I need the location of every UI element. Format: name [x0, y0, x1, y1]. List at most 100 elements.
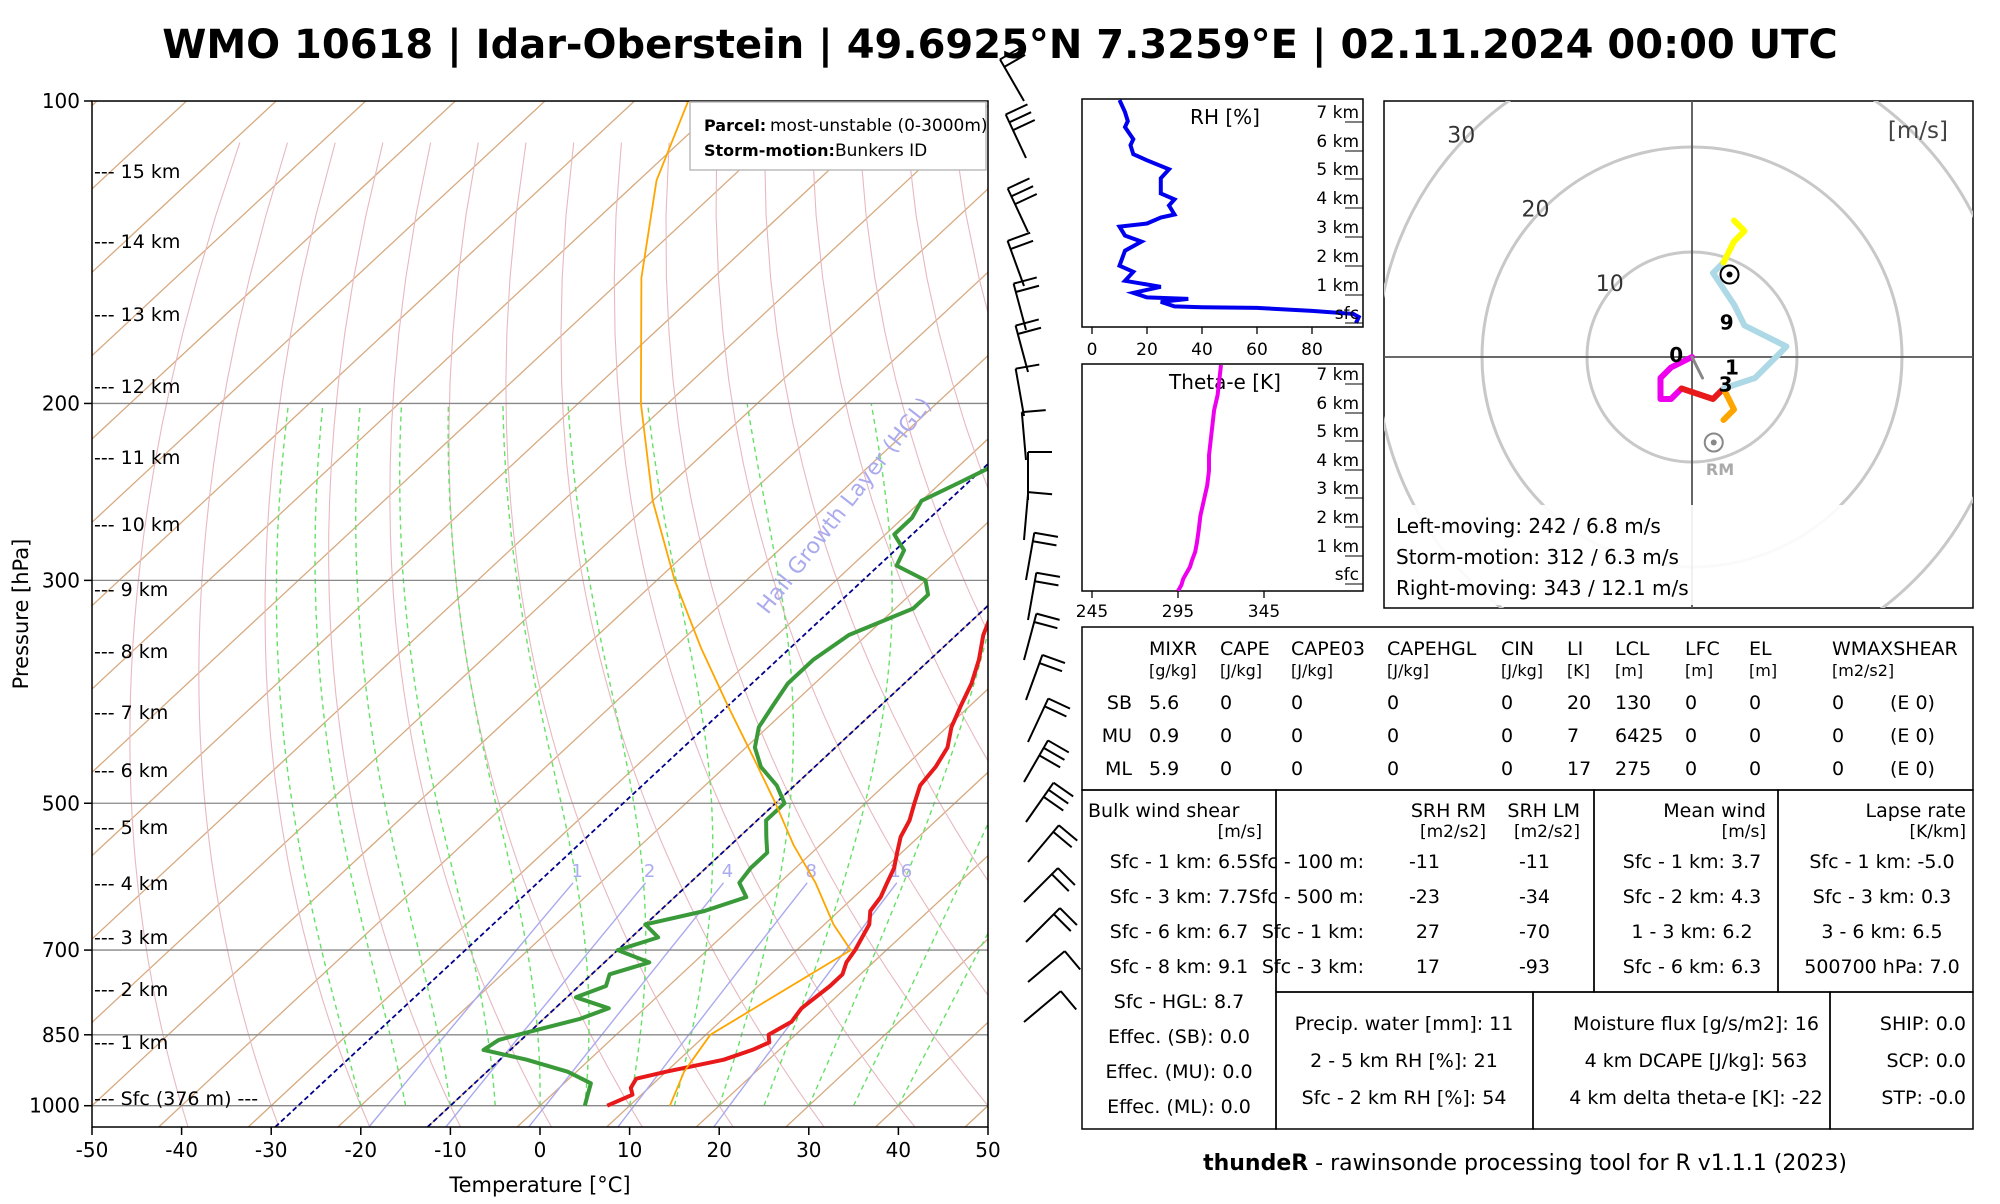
lower-boxes: Bulk wind shear [m/s] Sfc - 1 km: 6.5 Sf… [1081, 789, 1974, 1130]
skewt-legend: Parcel: most-unstable (0-3000m) Storm-mo… [689, 101, 988, 171]
rh-series-line [1116, 99, 1362, 324]
wind-barb-flag [1043, 796, 1064, 812]
rh-x-tick-label: 40 [1191, 340, 1213, 360]
wind-barb-flag [1015, 318, 1040, 327]
wind-barb-flag [1039, 662, 1063, 673]
height-label: --- 9 km [94, 579, 168, 601]
srh-unit: [m2/s2] [1514, 822, 1580, 842]
height-label: --- 13 km [94, 304, 180, 326]
thetae-level-label: 1 km [1316, 537, 1359, 557]
meanwind-row: Sfc - 1 km: 3.7 [1623, 851, 1761, 873]
y-tick-label: 100 [42, 89, 80, 113]
param-header: CAPE [1220, 638, 1270, 660]
x-tick-label: 10 [617, 1138, 642, 1162]
srh-row-label: Sfc - 500 m: [1249, 886, 1364, 908]
moist-adiabat-line [852, 822, 988, 1107]
param-cell: 275 [1615, 758, 1651, 780]
mixing-ratio-line [528, 882, 725, 1127]
param-cell: 0 [1749, 725, 1761, 747]
wind-barb-staff [1025, 654, 1044, 701]
wind-barb-flag [1005, 103, 1028, 116]
hgl-label: Hail Growth Layer (HGL) [753, 393, 937, 619]
x-tick-label: 30 [796, 1138, 821, 1162]
param-header-unit: [m] [1685, 661, 1713, 680]
param-row-label: ML [1105, 758, 1132, 780]
series-parcel-line [640, 101, 852, 1107]
meanwind-row: 1 - 3 km: 6.2 [1631, 921, 1752, 943]
wind-barb-staff [1004, 114, 1027, 159]
param-header-unit: [J/kg] [1387, 661, 1429, 680]
hodo-storm-motion: Storm-motion: 312 / 6.3 m/s [1396, 545, 1679, 569]
wind-barb-staff [1027, 950, 1066, 983]
mixing-ratio-label: 1 [571, 861, 582, 882]
wind-barb-flag [1053, 913, 1072, 932]
thetae-axes: 245 295 345 7 km 6 km 5 km 4 km 3 km 2 km 1 km sfc [1076, 365, 1363, 622]
wind-barb-staff [1025, 782, 1055, 823]
wind-barb-flag [1021, 409, 1046, 414]
wind-barb [1025, 531, 1059, 581]
hodograph-height-label: 3 [1719, 372, 1733, 396]
wind-barb-staff [1014, 368, 1025, 417]
srh-lm-header: SRH LM [1507, 800, 1580, 822]
storm-motion-marker [1719, 264, 1740, 285]
shear-row: Sfc - 6 km: 6.7 [1110, 921, 1248, 943]
hgl-boundary-line [426, 604, 988, 1127]
rh-level-label: 5 km [1316, 160, 1359, 180]
param-cell: 7 [1567, 725, 1579, 747]
isotherm-line [0, 101, 7, 1127]
wind-barb-flag [1008, 111, 1032, 124]
wind-barb-flag [1057, 867, 1076, 886]
isotherm-line [247, 438, 988, 1127]
srh-rm-header: SRH RM [1411, 800, 1486, 822]
dry-adiabat-line [811, 142, 988, 762]
thetae-x-tick-label: 245 [1076, 602, 1108, 622]
meanwind-unit: [m/s] [1722, 822, 1766, 842]
param-header: CIN [1501, 638, 1534, 660]
srh-lm-value: -34 [1519, 886, 1550, 908]
rh-level-label: sfc [1335, 304, 1359, 324]
x-tick-label: 20 [706, 1138, 731, 1162]
x-tick-label: 50 [975, 1138, 1000, 1162]
param-cell: 0 [1501, 692, 1513, 714]
lapse-row: 3 - 6 km: 6.5 [1821, 921, 1942, 943]
thetae-level-label: 5 km [1316, 422, 1359, 442]
composite-row: STP: -0.0 [1881, 1087, 1966, 1109]
srh-rm-value: 17 [1416, 956, 1440, 978]
param-cell: 5.6 [1149, 692, 1179, 714]
shear-unit: [m/s] [1218, 822, 1262, 842]
wind-barb-staff [1027, 698, 1050, 743]
shear-row: Effec. (MU): 0.0 [1105, 1061, 1252, 1083]
composite-row: SCP: 0.0 [1887, 1050, 1966, 1072]
x-tick-label: -40 [165, 1138, 198, 1162]
x-tick-label: -30 [255, 1138, 288, 1162]
lapse-title: Lapse rate [1865, 800, 1966, 822]
wind-barb-flag [1047, 697, 1071, 710]
wind-barb-staff [1025, 907, 1061, 943]
isotherm-line [92, 188, 988, 1024]
height-label: --- 15 km [94, 161, 180, 183]
dry-adiabat-line [198, 142, 289, 1127]
moist-adiabat-line [275, 403, 362, 1106]
wind-barb [1020, 409, 1046, 461]
flux-row: 4 km DCAPE [J/kg]: 563 [1585, 1050, 1808, 1072]
param-header: MIXR [1149, 638, 1197, 660]
param-cell: 5.9 [1149, 758, 1179, 780]
storm-motion-dot [1710, 439, 1717, 446]
wind-barb-flag [1042, 653, 1066, 665]
param-header-unit: [J/kg] [1291, 661, 1333, 680]
height-label: --- 4 km [94, 873, 168, 895]
wind-barb-staff [1012, 283, 1027, 331]
param-header: EL [1749, 638, 1772, 660]
skewt-ylabel: Pressure [hPa] [9, 539, 33, 690]
wind-barb [1027, 451, 1052, 500]
hodograph-unit: [m/s] [1888, 118, 1948, 144]
y-tick-label: 500 [42, 791, 80, 815]
dry-adiabat-line [328, 142, 462, 1127]
wind-barb [1012, 276, 1040, 331]
skewt-series [481, 101, 988, 1108]
moisture-row: 2 - 5 km RH [%]: 21 [1310, 1050, 1498, 1072]
srh-row-label: Sfc - 100 m: [1249, 851, 1364, 873]
isotherm-line [337, 521, 988, 1127]
wind-barb-flag [1059, 907, 1078, 926]
